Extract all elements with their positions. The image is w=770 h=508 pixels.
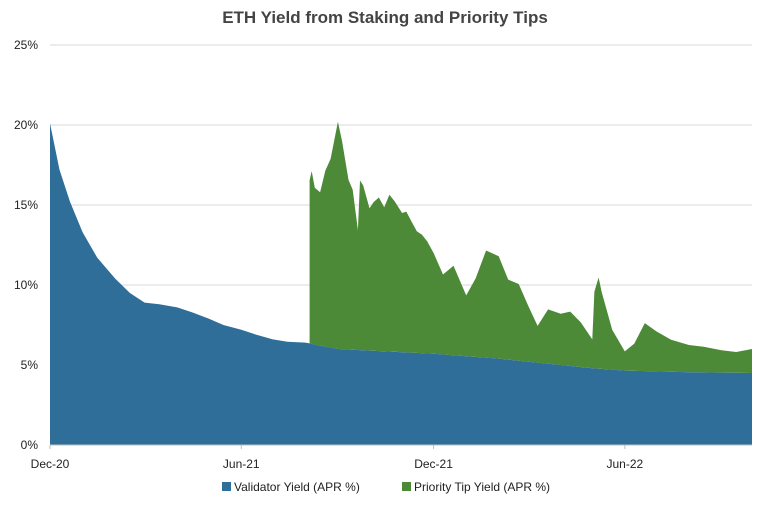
y-tick-label: 20% [14, 118, 38, 132]
validator-yield-area [50, 123, 752, 446]
legend-label: Validator Yield (APR %) [234, 480, 360, 494]
series-areas [50, 121, 752, 446]
y-axis: 0% 5% 10% 15% 20% 25% [14, 38, 38, 452]
x-tick-label: Dec-21 [414, 457, 453, 471]
y-tick-label: 10% [14, 278, 38, 292]
x-tick-label: Jun-22 [606, 457, 643, 471]
legend: Validator Yield (APR %) Priority Tip Yiel… [222, 480, 550, 494]
x-tick-label: Jun-21 [223, 457, 260, 471]
x-tick-label: Dec-20 [31, 457, 70, 471]
priority-tip-area [309, 121, 752, 373]
y-tick-label: 0% [21, 438, 39, 452]
y-tick-label: 25% [14, 38, 38, 52]
y-tick-label: 5% [21, 358, 39, 372]
legend-swatch [222, 482, 231, 491]
chart-title: ETH Yield from Staking and Priority Tips [222, 8, 548, 27]
legend-swatch [402, 482, 411, 491]
x-axis: Dec-20 Jun-21 Dec-21 Jun-22 [31, 444, 752, 471]
y-tick-label: 15% [14, 198, 38, 212]
legend-label: Priority Tip Yield (APR %) [414, 480, 550, 494]
